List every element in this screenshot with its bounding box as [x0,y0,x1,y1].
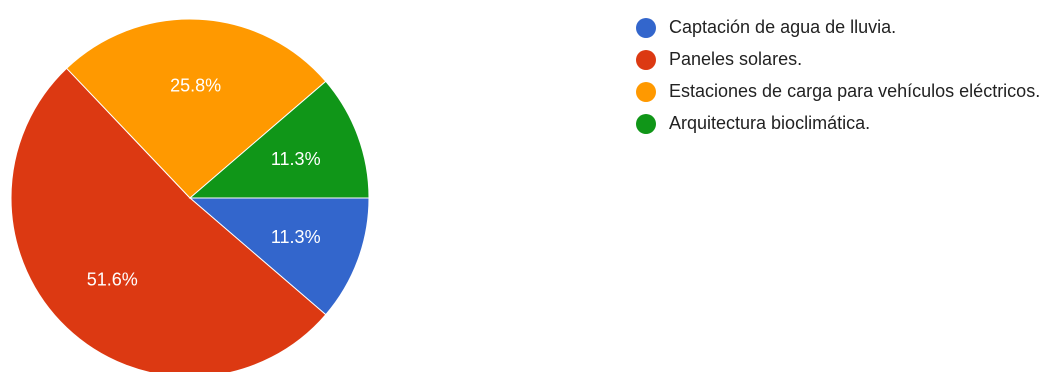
pie-slice-estaciones[interactable] [65,18,327,199]
legend-item-arquitectura[interactable]: Arquitectura bioclimática. [636,112,1062,135]
slice-value-label: 25.8% [170,75,221,95]
legend-item-captacion[interactable]: Captación de agua de lluvia. [636,16,1062,39]
legend-label: Paneles solares. [669,49,803,69]
legend-item-paneles[interactable]: Paneles solares. [636,48,1062,71]
slice-value-label: 51.6% [87,270,138,290]
slice-value-label: 11.3% [271,227,321,247]
pie-slice-captacion[interactable] [188,197,370,316]
legend-marker-icon [636,50,656,70]
legend-label: Estaciones de carga para vehículos eléct… [669,81,1041,101]
legend-item-estaciones[interactable]: Estaciones de carga para vehículos eléct… [636,80,1062,103]
legend-marker-icon [636,114,656,134]
legend: Captación de agua de lluvia. Paneles sol… [636,16,1062,144]
legend-label: Captación de agua de lluvia. [669,17,897,37]
pie-chart: 11.3% 51.6% 25.8% 11.3% [10,18,370,372]
legend-marker-icon [636,18,656,38]
slice-value-label: 11.3% [271,149,321,169]
pie-slice-arquitectura[interactable] [188,80,370,199]
pie-slice-paneles[interactable] [10,67,327,372]
legend-marker-icon [636,82,656,102]
legend-label: Arquitectura bioclimática. [669,113,871,133]
